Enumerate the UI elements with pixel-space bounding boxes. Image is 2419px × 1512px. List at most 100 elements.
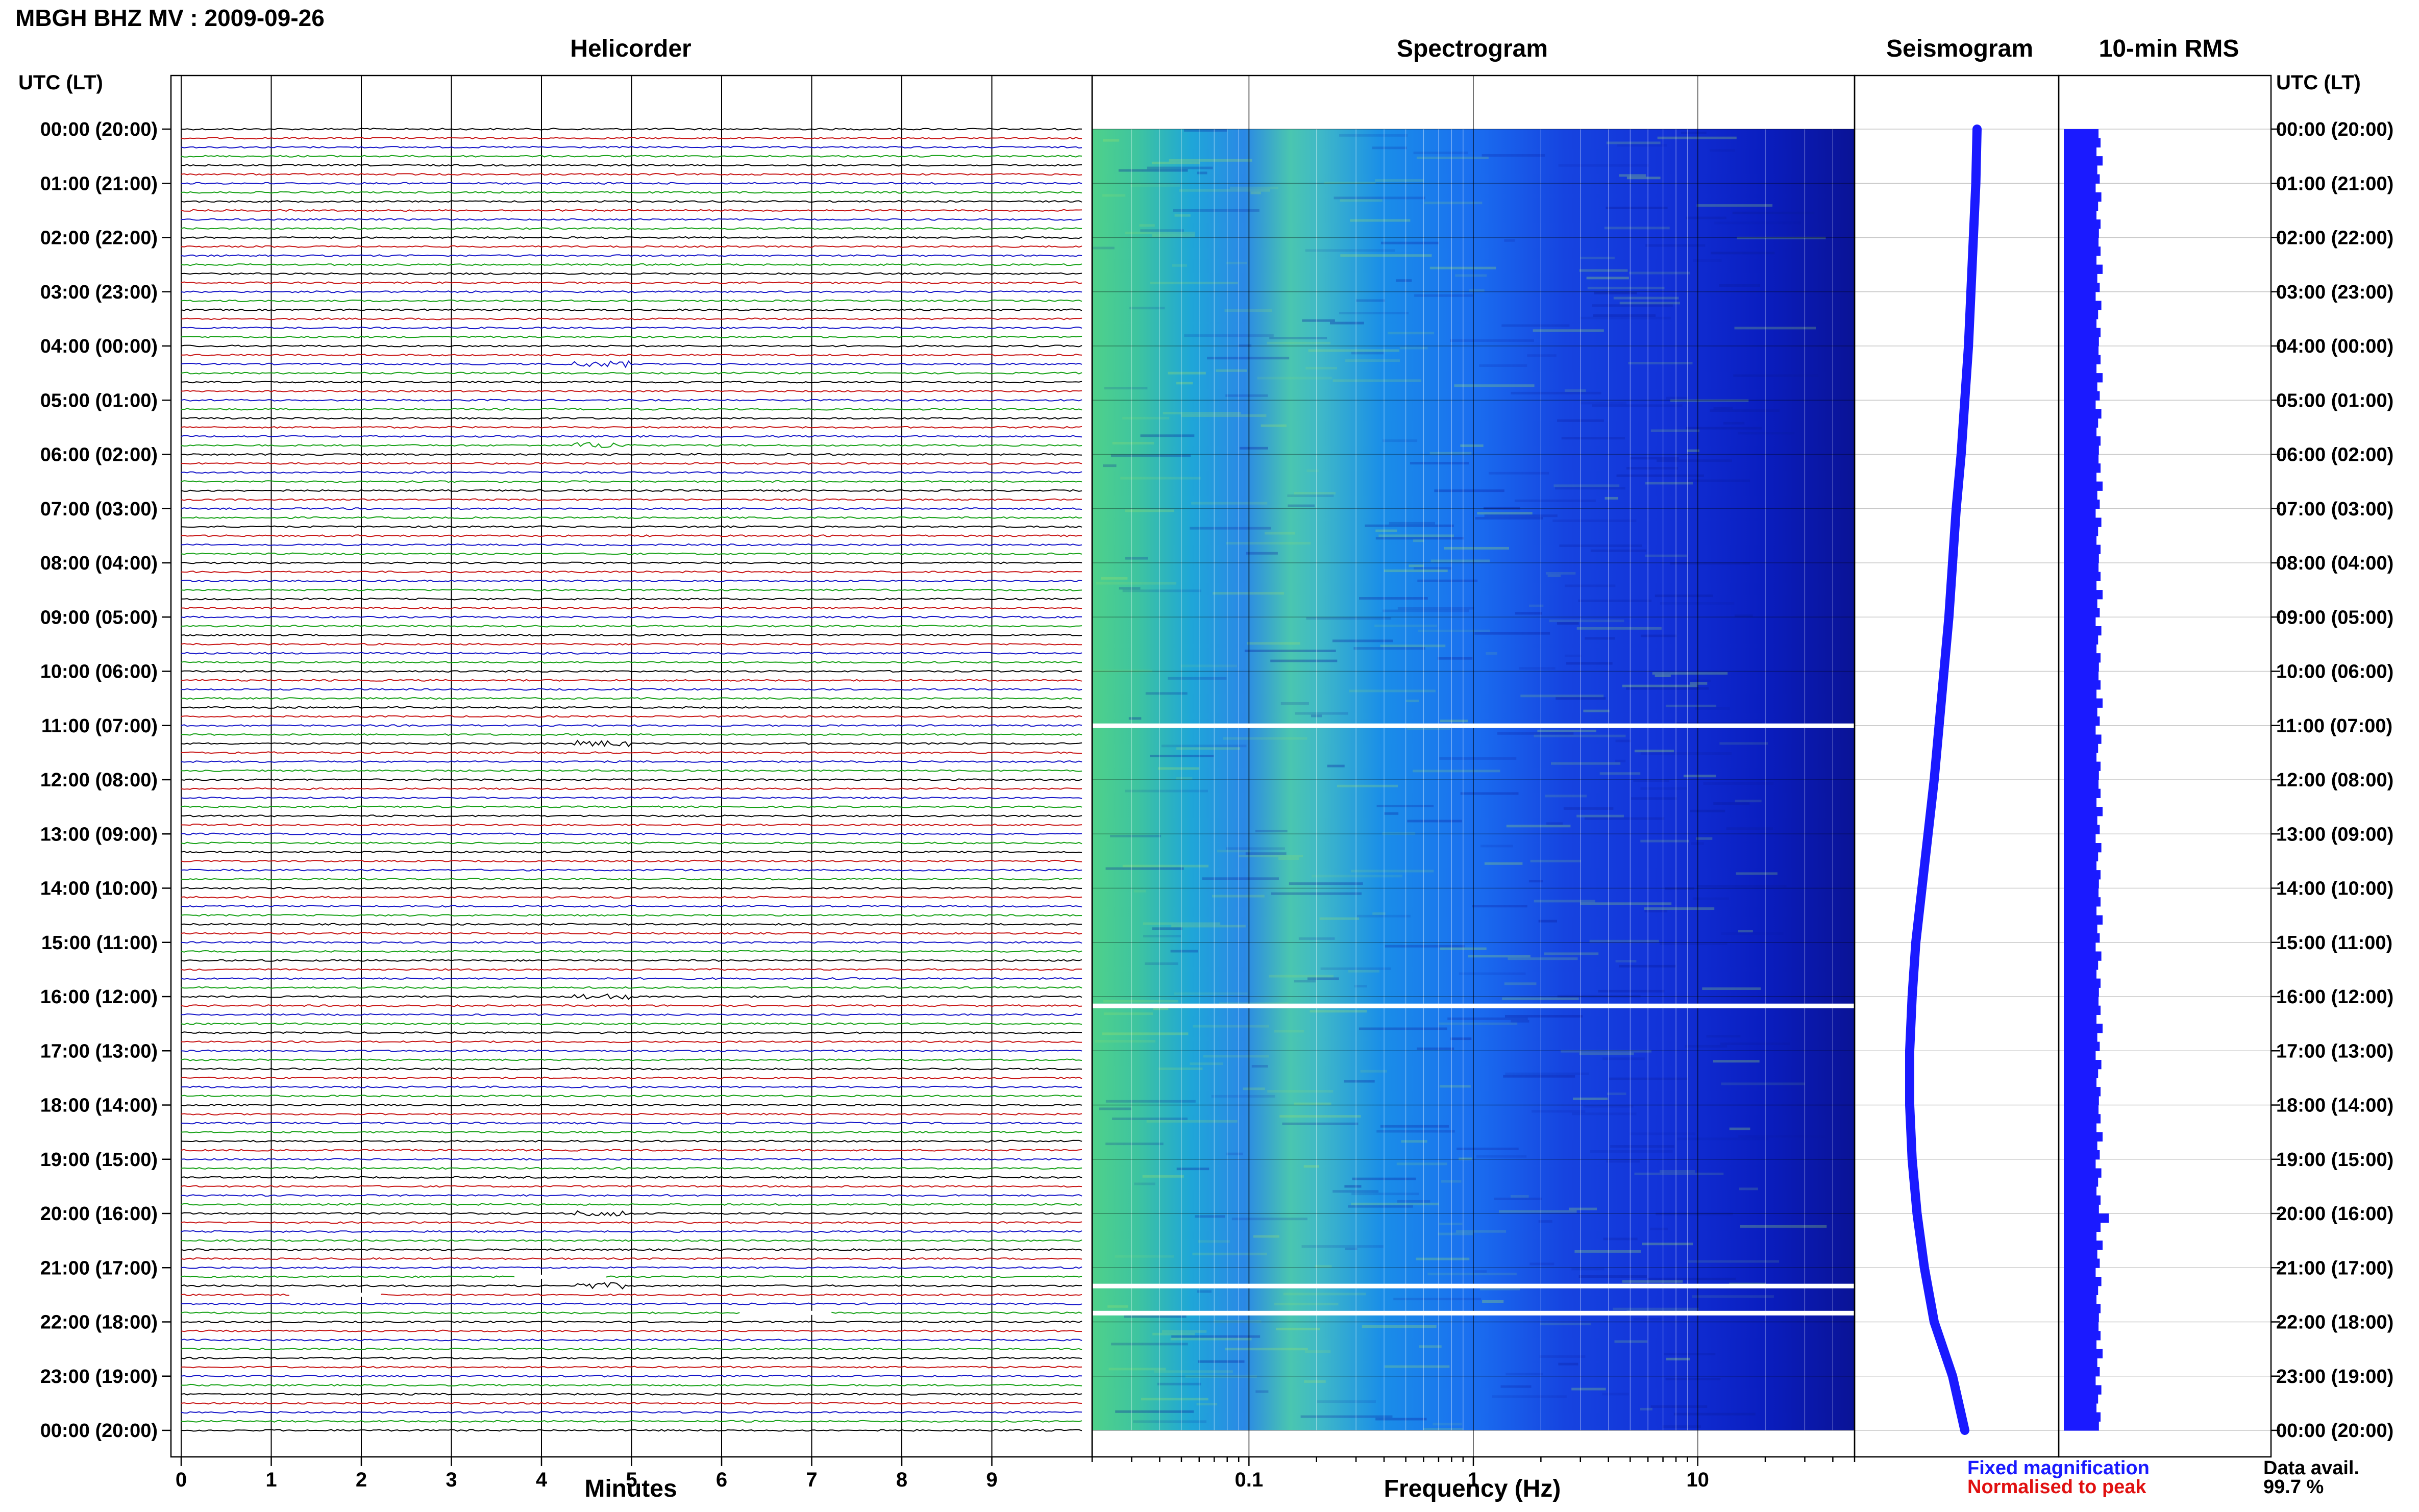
spectrogram-texture [1376, 1130, 1455, 1133]
y-tick-label-right: 18:00 (14:00) [2276, 1095, 2393, 1117]
spectrogram-texture [1372, 912, 1386, 915]
helicorder-trace [181, 913, 1082, 917]
spectrogram-texture [1474, 632, 1550, 635]
rms-bar [2064, 355, 2101, 364]
spectrogram-texture [1690, 679, 1711, 682]
y-tick-label-left: 05:00 (01:00) [40, 390, 158, 411]
spectrogram-texture [1183, 129, 1227, 132]
spectrogram-texture [1294, 1102, 1331, 1105]
spectrogram-texture [1317, 1400, 1376, 1403]
helicorder-trace [181, 227, 1082, 230]
helicorder-trace [181, 588, 1082, 591]
seismogram-title: Seismogram [1886, 35, 2034, 62]
spectrogram-texture [1504, 239, 1515, 242]
y-tick-label-right: 22:00 (18:00) [2276, 1312, 2393, 1333]
helicorder-trace [181, 1122, 1082, 1125]
spectrogram-texture [1375, 1418, 1427, 1421]
helicorder-trace [181, 1275, 1082, 1278]
spectrogram-texture [1476, 1155, 1527, 1158]
spectrogram-texture [1344, 1185, 1362, 1188]
spectrogram-texture [1383, 439, 1418, 442]
rms-bar [2064, 328, 2101, 337]
spectrogram-texture [1111, 1343, 1188, 1346]
spectrogram-texture [1633, 1318, 1662, 1321]
helicorder-plot [181, 76, 1082, 1457]
spectrogram-texture [1407, 727, 1450, 730]
spectrogram-texture [1202, 877, 1279, 880]
y-tick-label-right: 16:00 (12:00) [2276, 986, 2393, 1008]
spectrogram-title: Spectrogram [1396, 35, 1548, 62]
helicorder-trace [181, 841, 1082, 845]
spectrogram-texture [1556, 697, 1606, 700]
spectrogram-texture [1505, 1373, 1543, 1376]
spectrogram-texture [1610, 1145, 1674, 1148]
spectrogram-texture [1372, 146, 1407, 150]
spectrogram-texture [1385, 945, 1465, 948]
spectrogram-texture [1413, 539, 1424, 542]
spectrogram-texture [1246, 552, 1278, 555]
spectrogram-texture [1147, 166, 1213, 169]
helicorder-trace [181, 408, 1082, 411]
rms-bar [2064, 852, 2099, 861]
helicorder-trace [181, 1130, 1082, 1134]
y-tick-label-right: 11:00 (07:00) [2276, 715, 2392, 737]
spectrogram-texture [1239, 855, 1303, 858]
spectrogram-texture [1224, 309, 1272, 312]
spectrogram-texture [1645, 482, 1693, 485]
helicorder-trace [181, 145, 1082, 149]
spectrogram-texture [1225, 394, 1268, 397]
spectrogram-texture [1108, 1368, 1166, 1371]
helicorder-trace [181, 209, 1082, 212]
spectrogram-texture [1660, 602, 1735, 605]
spectrogram-texture [1213, 592, 1285, 595]
spectrogram-texture [1150, 755, 1214, 757]
spectrogram-texture [1191, 502, 1268, 505]
helicorder-trace [181, 1095, 1082, 1098]
helicorder-trace [181, 615, 1082, 618]
rms-bar [2064, 210, 2096, 220]
spectrogram-texture [1563, 807, 1614, 810]
helicorder-x-tick-label: 1 [265, 1469, 277, 1491]
helicorder-trace [181, 1420, 1082, 1423]
spectrogram-texture [1497, 732, 1574, 735]
spectrogram-texture [1102, 1032, 1189, 1035]
spectrogram-texture [1393, 1298, 1482, 1301]
spectrogram-texture [1215, 369, 1247, 372]
spectrogram-texture [1439, 757, 1517, 760]
spectrogram-texture [1226, 1152, 1243, 1155]
rms-bar [2064, 1312, 2099, 1323]
rms-bar [2064, 165, 2097, 175]
spectrogram-texture [1152, 927, 1182, 930]
spectrogram-texture [1294, 492, 1336, 495]
rms-bar [2064, 725, 2096, 735]
spectrogram-texture [1572, 1112, 1637, 1116]
spectrogram-texture [1418, 629, 1490, 632]
helicorder-trace [181, 1320, 1082, 1324]
spectrogram-texture [1212, 895, 1265, 898]
spectrogram-texture [1484, 862, 1523, 865]
helicorder-trace [181, 1176, 1082, 1179]
rms-bar [2064, 156, 2103, 166]
spectrogram-texture [1269, 975, 1334, 978]
spectrogram-gap [1092, 1310, 1855, 1316]
spectrogram-texture [1122, 589, 1201, 592]
spectrogram-texture [1693, 259, 1722, 262]
spectrogram-texture [1441, 1180, 1462, 1183]
spectrogram-texture [1384, 569, 1448, 573]
spectrogram-texture [1538, 920, 1557, 923]
spectrogram-texture [1115, 1410, 1194, 1413]
spectrogram-texture [1141, 1398, 1208, 1401]
helicorder-trace [181, 172, 1082, 176]
rms-bar [2064, 508, 2096, 518]
rms-bar [2064, 1394, 2099, 1404]
spectrogram-texture [1626, 687, 1709, 690]
helicorder-trace [181, 1031, 1082, 1034]
y-tick-label-left: 12:00 (08:00) [40, 770, 158, 791]
spectrogram-texture [1565, 654, 1582, 657]
spectrogram-texture [1307, 977, 1339, 980]
spectrogram-texture [1103, 1000, 1178, 1003]
spectrogram-texture [1353, 647, 1425, 650]
spectrogram-texture [1687, 449, 1699, 452]
spectrogram-texture [1492, 1395, 1567, 1398]
